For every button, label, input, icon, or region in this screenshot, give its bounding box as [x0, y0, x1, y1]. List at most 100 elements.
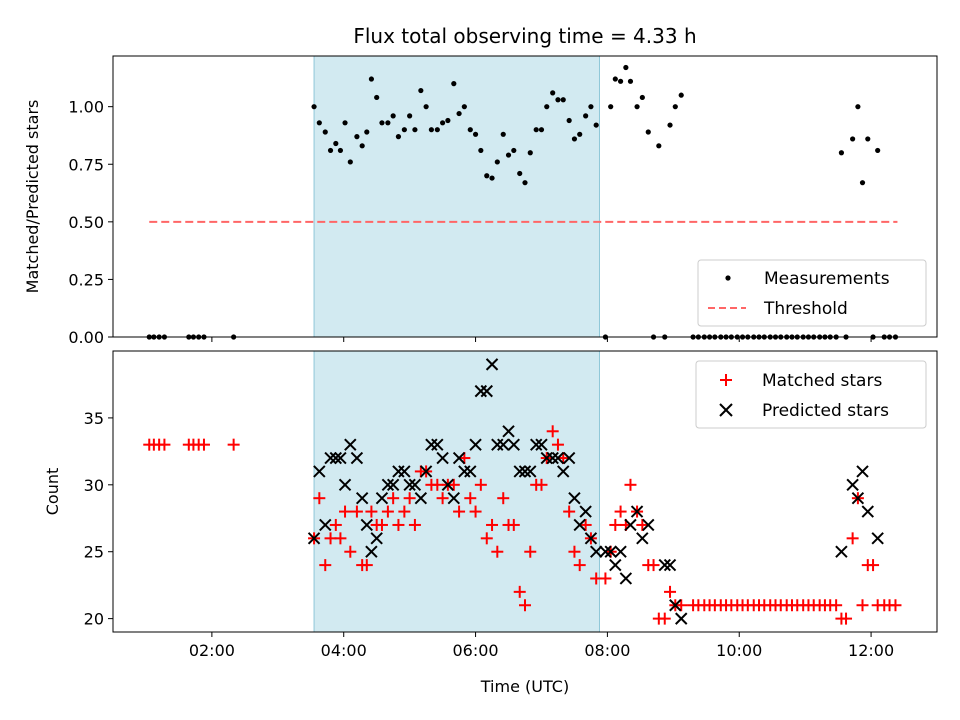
measurements-point: [639, 94, 645, 101]
predicted-stars-point: [614, 545, 627, 558]
matched-stars-point: [830, 599, 843, 612]
predicted-stars-point: [319, 518, 332, 532]
predicted-stars-point: [518, 465, 532, 478]
matched-stars-point: [486, 518, 499, 531]
measurements-point: [472, 131, 479, 137]
matched-stars-legend-marker: [720, 374, 732, 386]
measurements-point: [500, 131, 506, 137]
measurements-point: [379, 120, 385, 126]
predicted-stars-point: [307, 532, 321, 545]
predicted-stars-point: [350, 451, 364, 465]
y-tick-label: 20: [84, 610, 104, 629]
measurements-point: [667, 122, 673, 128]
predicted-stars-point: [419, 465, 433, 478]
measurements-point: [865, 136, 871, 142]
chart-title: Flux total observing time = 4.33 h: [353, 24, 696, 48]
matched-stars-point: [497, 492, 510, 505]
measurements-point: [617, 78, 624, 84]
ratio-panel: 0.00 0.25 0.50 0.75 1.00 Matched/Predicted s…: [23, 55, 938, 347]
predicted-stars-point: [604, 545, 617, 558]
measurements-point: [423, 104, 429, 110]
measurements-legend-marker: [725, 275, 731, 281]
measurements-point: [342, 120, 348, 126]
matched-stars-point: [408, 518, 421, 531]
matched-stars-point: [614, 505, 627, 518]
predicted-stars-point: [619, 572, 633, 585]
measurements-point: [385, 120, 391, 126]
predicted-stars-point: [630, 505, 644, 518]
matched-stars-point: [447, 478, 460, 491]
predicted-stars-point: [636, 532, 649, 545]
predicted-stars-point: [579, 505, 592, 518]
predicted-stars-point: [403, 478, 416, 492]
measurements-point: [311, 104, 317, 110]
ratio-y-axis-label: Matched/Predicted stars: [23, 100, 42, 294]
matched-stars-point: [453, 505, 466, 518]
x-tick-label: 02:00: [189, 641, 235, 660]
predicted-stars-point: [431, 438, 444, 451]
matched-stars-point: [329, 518, 342, 531]
matched-stars-point: [568, 545, 581, 558]
predicted-stars-point: [360, 518, 373, 532]
predicted-stars-point: [480, 384, 493, 398]
measurements-point: [395, 134, 402, 140]
measurements-point: [354, 134, 360, 140]
predicted-stars-point: [502, 425, 515, 438]
y-tick-label: 25: [84, 543, 104, 562]
predicted-stars-point: [334, 451, 347, 465]
predicted-stars-point: [551, 451, 565, 465]
predicted-stars-point: [436, 451, 449, 465]
matched-stars-point: [197, 438, 210, 451]
matched-stars-legend-label: Matched stars: [762, 371, 882, 391]
y-tick-label: 35: [84, 409, 104, 428]
predicted-stars-point: [485, 358, 499, 371]
predicted-stars-point: [414, 491, 428, 505]
predicted-stars-point: [568, 491, 581, 505]
measurements-point: [327, 147, 334, 154]
predicted-stars-point: [338, 478, 352, 492]
measurements-point: [859, 180, 866, 186]
predicted-stars-point: [408, 478, 422, 492]
predicted-stars-point: [642, 518, 655, 532]
matched-stars-point: [658, 612, 671, 625]
measurements-point: [316, 120, 322, 126]
matched-stars-point: [398, 505, 411, 518]
x-tick-label: 06:00: [453, 641, 499, 660]
matched-stars-point: [158, 438, 171, 451]
matched-stars-point: [846, 532, 859, 545]
measurements-point: [550, 90, 556, 96]
predicted-stars-point: [663, 558, 677, 572]
predicted-stars-point: [524, 465, 537, 478]
measurements-point: [494, 159, 500, 165]
predicted-stars-point: [386, 478, 400, 492]
matched-stars-point: [339, 505, 352, 518]
matched-stars-point: [436, 492, 449, 505]
matched-stars-point: [319, 559, 332, 572]
matched-stars-point: [350, 505, 363, 518]
predicted-stars-point: [365, 545, 378, 558]
predicted-stars-point: [669, 599, 682, 612]
predicted-stars-point: [856, 465, 869, 478]
measurements-point: [612, 76, 618, 82]
measurements-point: [451, 81, 457, 87]
measurements-point: [440, 120, 446, 126]
matched-stars-point: [403, 492, 416, 505]
predicted-stars-point: [546, 451, 559, 465]
matched-stars-point: [227, 438, 240, 451]
measurements-point: [428, 127, 434, 133]
observing-window-span: [313, 55, 600, 338]
measurements-point: [672, 104, 678, 110]
predicted-stars-point: [557, 465, 570, 478]
ratio-legend: Measurements Threshold: [697, 259, 927, 327]
measurements-point: [461, 104, 467, 110]
predicted-stars-point: [624, 518, 637, 532]
matched-stars-point: [599, 572, 612, 585]
measurements-point: [538, 127, 545, 133]
measurements-point: [656, 143, 662, 149]
measurements-point: [337, 147, 344, 154]
measurements-point: [407, 113, 413, 119]
predicted-stars-point: [835, 545, 848, 558]
x-tick-label: 04:00: [321, 641, 367, 660]
measurements-point: [627, 78, 634, 84]
